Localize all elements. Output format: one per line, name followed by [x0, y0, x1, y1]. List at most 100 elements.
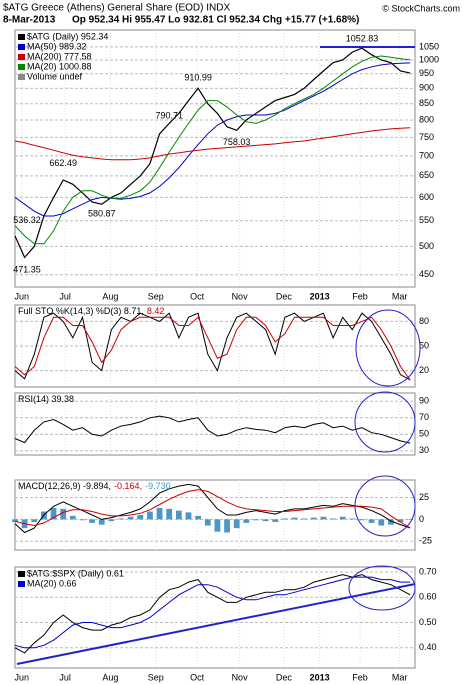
histogram-bar — [253, 519, 259, 521]
x-tick-label: Dec — [276, 672, 293, 682]
histogram-bar — [127, 516, 134, 520]
y-tick-label: 1050 — [419, 41, 439, 51]
series-line — [14, 489, 411, 529]
y-tick-label: 30 — [419, 445, 429, 455]
source: © StockCharts.com — [382, 3, 460, 13]
histogram-bar — [224, 519, 230, 533]
y-tick-label: 25 — [419, 492, 429, 502]
y-tick-label: 70 — [419, 412, 429, 422]
trend-line — [16, 583, 416, 665]
legend-label: $ATG:$SPX (Daily) 0.61 — [27, 568, 124, 578]
legend-label: Volume undef — [27, 71, 83, 81]
highlight-ellipse — [355, 309, 421, 387]
legend-label: MA(20) 1000.88 — [27, 61, 92, 71]
price-annotation: 580.87 — [88, 208, 116, 218]
x-tick-label: Oct — [190, 291, 205, 301]
y-tick-label: 500 — [419, 241, 434, 251]
histogram-bar — [185, 512, 192, 520]
legend-label: MACD(12,26,9) -9.894, -0.164, -9.730 — [18, 481, 171, 491]
histogram-bar — [243, 519, 250, 523]
y-tick-label: 700 — [419, 150, 434, 160]
histogram-bar — [60, 508, 67, 520]
histogram-bar — [79, 519, 86, 521]
series-line — [14, 574, 411, 654]
y-tick-label: 800 — [419, 114, 434, 124]
legend-swatch — [18, 34, 25, 40]
y-tick-label: 0.60 — [419, 592, 437, 602]
price-annotation: 758.03 — [223, 137, 251, 147]
legend-swatch — [18, 581, 25, 587]
histogram-bar — [339, 516, 346, 520]
y-tick-label: 0.40 — [419, 642, 437, 652]
histogram-bar — [156, 508, 163, 520]
x-tick-label: Feb — [352, 672, 368, 682]
legend-label: RSI(14) 39.38 — [18, 394, 74, 404]
y-tick-label: 950 — [419, 68, 434, 78]
y-tick-label: 0.50 — [419, 617, 437, 627]
histogram-bar — [388, 519, 394, 525]
x-tick-label: Jul — [59, 672, 71, 682]
date: 8-Mar-2013 — [3, 15, 56, 26]
histogram-bar — [31, 519, 38, 522]
series-line — [14, 62, 411, 217]
histogram-bar — [89, 519, 95, 523]
series-line — [14, 415, 411, 444]
legend-label: Full STO %K(14,3) %D(3) 8.71, 8.42 — [18, 306, 164, 316]
highlight-ellipse — [348, 565, 416, 611]
panel-frame — [14, 29, 416, 288]
series-line — [14, 127, 411, 161]
y-tick-label: 750 — [419, 132, 434, 142]
legend-swatch — [18, 571, 25, 577]
panel-frame — [14, 566, 416, 669]
legend-part: RSI(14) 39.38 — [18, 394, 74, 404]
histogram-bar — [166, 508, 173, 520]
legend-part: -9.730 — [145, 481, 171, 491]
x-tick-label: Oct — [190, 672, 205, 682]
drawn-annotations — [16, 46, 421, 665]
x-tick-label: 2013 — [310, 291, 330, 301]
legend-part: Full STO %K(14,3) %D(3) 8.71, — [18, 306, 144, 316]
x-tick-label: Jun — [14, 672, 29, 682]
price-annotation: 790.71 — [155, 111, 183, 121]
y-tick-label: 0 — [419, 514, 424, 524]
legend-swatch — [18, 54, 25, 60]
price-annotation: 910.99 — [184, 72, 212, 82]
histogram-bar — [378, 519, 385, 526]
series-line — [14, 576, 411, 649]
panel-frame — [14, 392, 416, 456]
legend-swatch — [18, 74, 25, 80]
x-tick-label: Nov — [232, 291, 249, 301]
histogram-bar — [397, 519, 404, 522]
y-tick-label: 450 — [419, 269, 434, 279]
histogram-bar — [175, 510, 182, 520]
x-tick-label: Sep — [148, 672, 164, 682]
y-tick-label: 0.70 — [419, 566, 437, 576]
histogram-bar — [407, 519, 414, 520]
legend-label: MA(20) 0.66 — [27, 578, 77, 588]
y-tick-label: 600 — [419, 192, 434, 202]
series-line — [14, 312, 411, 381]
y-tick-label: 20 — [419, 365, 429, 375]
x-tick-label: Nov — [232, 672, 249, 682]
y-tick-label: 650 — [419, 170, 434, 180]
legend-part: 8.42 — [147, 306, 165, 316]
legend-part: MACD(12,26,9) -9.894, — [18, 481, 111, 491]
series-line — [14, 55, 411, 245]
histogram-bar — [262, 519, 269, 522]
x-tick-label: 2013 — [310, 672, 330, 682]
legend-label: $ATG (Daily) 952.34 — [27, 31, 108, 41]
series-line — [14, 316, 411, 381]
panel-frame — [14, 479, 416, 551]
y-tick-label: 900 — [419, 83, 434, 93]
histogram-bar — [310, 517, 317, 520]
histogram-bar — [108, 519, 115, 522]
panels: 4505005506006507007508008509009501000105… — [12, 29, 439, 682]
x-tick-label: Jul — [59, 291, 71, 301]
x-tick-label: Sep — [148, 291, 164, 301]
chart-title: $ATG Greece (Athens) General Share (EOD)… — [3, 3, 230, 14]
y-tick-label: 80 — [419, 316, 429, 326]
histogram-bar — [281, 518, 288, 520]
histogram-bar — [320, 516, 327, 520]
highlight-ellipse — [354, 391, 416, 453]
